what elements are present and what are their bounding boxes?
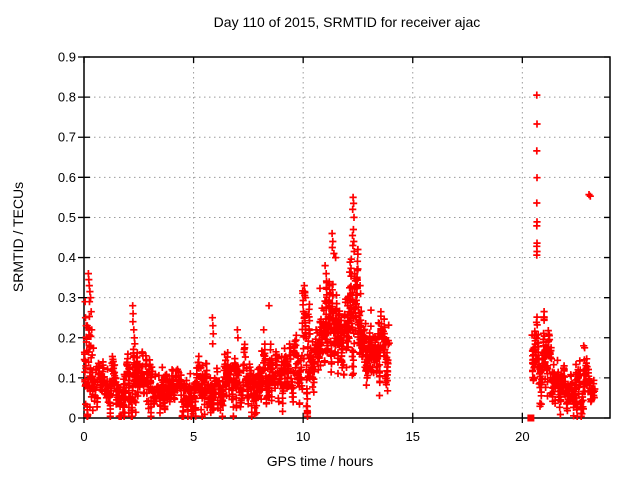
x-tick-label: 20 (515, 429, 529, 444)
y-tick-label: 0.5 (58, 210, 76, 225)
flag-point-marker (527, 414, 535, 422)
tick-marks (78, 56, 610, 423)
x-tick-label: 0 (80, 429, 87, 444)
y-tick-label: 0.8 (58, 90, 76, 105)
chart-title: Day 110 of 2015, SRMTID for receiver aja… (213, 14, 481, 30)
y-axis-label: SRMTID / TECUs (10, 181, 26, 293)
gridlines (84, 57, 610, 418)
y-tick-label: 0.9 (58, 50, 76, 65)
x-tick-label: 10 (296, 429, 310, 444)
y-tick-label: 0.2 (58, 330, 76, 345)
y-tick-label: 0.6 (58, 170, 76, 185)
y-tick-label: 0.1 (58, 370, 76, 385)
y-tick-label: 0.7 (58, 130, 76, 145)
y-tick-label: 0.4 (58, 250, 76, 265)
x-tick-label: 5 (190, 429, 197, 444)
plot-border (83, 56, 611, 419)
y-tick-label: 0.3 (58, 290, 76, 305)
y-tick-label: 0 (69, 411, 76, 426)
x-tick-label: 15 (406, 429, 420, 444)
data-points (80, 91, 599, 420)
x-axis-label: GPS time / hours (266, 453, 374, 469)
